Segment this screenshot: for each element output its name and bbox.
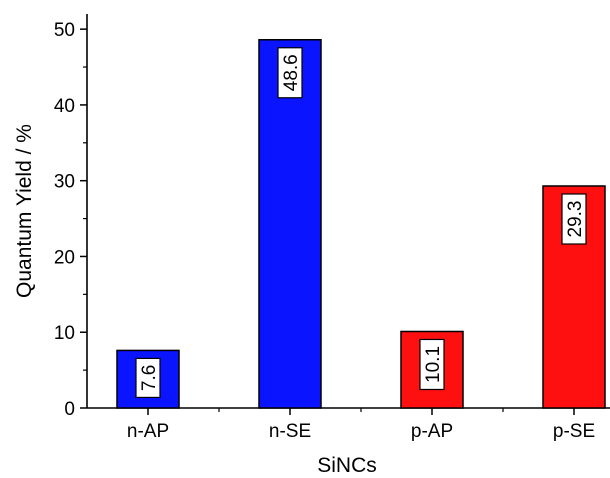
x-ticks: n-AP n-SE p-AP p-SE bbox=[127, 408, 595, 442]
x-axis-label: SiNCs bbox=[317, 454, 377, 477]
y-tick-label: 40 bbox=[54, 96, 75, 117]
bars bbox=[116, 39, 606, 409]
data-label-box bbox=[419, 338, 445, 391]
x-tick-label-p-SE: p-SE bbox=[553, 421, 595, 442]
y-tick-label: 50 bbox=[54, 20, 75, 41]
data-label-box bbox=[135, 357, 161, 399]
y-ticks: 0 10 20 30 40 50 bbox=[54, 20, 87, 420]
x-tick-label-n-SE: n-SE bbox=[269, 421, 311, 442]
data-label-p-AP: 10.1 bbox=[423, 346, 444, 383]
data-label-n-AP: 7.6 bbox=[139, 365, 160, 391]
data-label-p-SE: 29.3 bbox=[565, 201, 586, 238]
x-tick-label-n-AP: n-AP bbox=[127, 421, 169, 442]
y-tick-label: 10 bbox=[54, 323, 75, 344]
bar-n-SE bbox=[258, 39, 322, 409]
data-label-n-SE: 48.6 bbox=[281, 54, 302, 91]
y-tick-label: 20 bbox=[54, 247, 75, 268]
y-tick-label: 0 bbox=[64, 399, 75, 420]
bar-p-SE bbox=[542, 185, 606, 409]
y-axis-label: Quantum Yield / % bbox=[13, 124, 36, 298]
data-labels: 7.6 48.6 10.1 29.3 bbox=[135, 47, 587, 399]
x-tick-label-p-AP: p-AP bbox=[411, 421, 453, 442]
data-label-box bbox=[561, 193, 587, 245]
y-tick-label: 30 bbox=[54, 172, 75, 193]
data-label-box bbox=[277, 47, 303, 99]
